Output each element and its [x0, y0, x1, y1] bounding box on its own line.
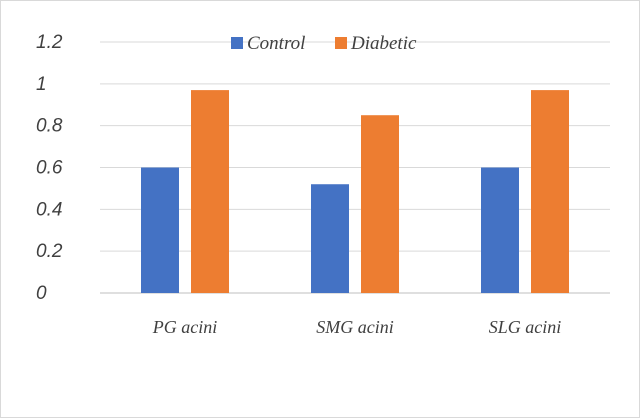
legend: Control Diabetic [231, 33, 417, 54]
bar-diabetic-2 [531, 90, 569, 293]
x-category-label: SMG acini [316, 317, 393, 337]
y-axis-ticks: 0 0.2 0.4 0.6 0.8 1 1.2 [36, 32, 63, 304]
y-tick-label: 0.6 [36, 158, 63, 179]
legend-label-control: Control [247, 33, 305, 54]
bar-control-0 [141, 167, 179, 293]
bars [141, 90, 569, 293]
legend-swatch-control [231, 37, 243, 49]
bar-control-2 [481, 167, 519, 293]
x-category-label: SLG acini [489, 317, 562, 337]
x-category-label: PG acini [152, 317, 218, 337]
x-axis-categories: PG acini SMG acini SLG acini [152, 317, 562, 337]
y-tick-label: 1 [36, 74, 47, 95]
bar-control-1 [311, 184, 349, 293]
y-tick-label: 0.4 [36, 199, 62, 220]
bar-diabetic-1 [361, 115, 399, 293]
y-tick-label: 1.2 [36, 32, 63, 53]
legend-label-diabetic: Diabetic [350, 33, 417, 54]
y-tick-label: 0.2 [36, 241, 63, 262]
y-tick-label: 0.8 [36, 116, 63, 137]
legend-swatch-diabetic [335, 37, 347, 49]
y-tick-label: 0 [36, 283, 47, 304]
gridlines [100, 41, 610, 294]
bar-diabetic-0 [191, 90, 229, 293]
